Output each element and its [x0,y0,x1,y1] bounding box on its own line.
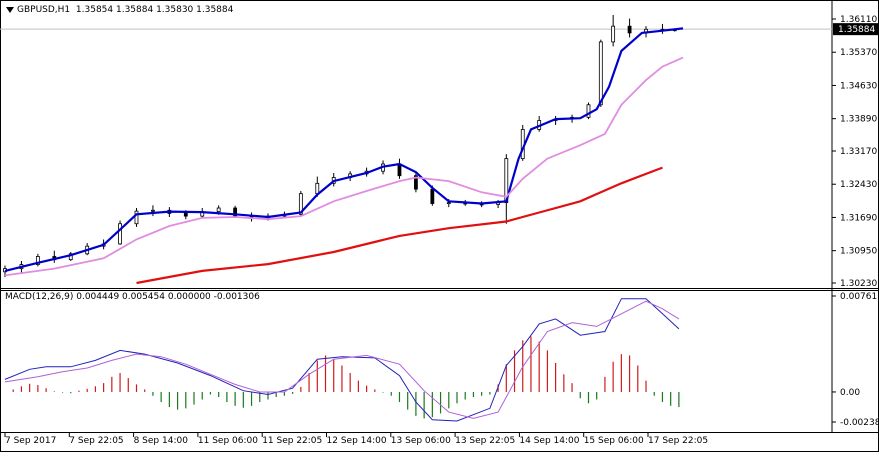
axes: 1.36110 1.35370 1.34630 1.33890 1.33170 1.324… [4,15,879,446]
candle-body [627,25,632,34]
candle-body [134,210,139,225]
price-tick-label: 1.32430 [840,180,877,190]
price-panel [3,14,684,285]
time-tick-label: 15 Sep 06:00 [584,436,644,446]
ma-slow-line [136,166,663,285]
candle-body [611,25,616,43]
candle-body [151,209,155,212]
macd-title: MACD(12,26,9) [5,292,74,302]
time-tick-label: 17 Sep 22:05 [648,436,708,446]
ma-mid-line [4,56,684,277]
candle-body [598,41,603,106]
ma-fast-line [4,27,684,272]
candle-body [315,182,320,195]
price-tick-label: 1.30230 [840,279,877,289]
symbol-title: GBPUSD,H1 [17,5,71,15]
macd-panel [4,298,680,422]
time-tick-label: 7 Sep 2017 [5,436,56,446]
time-tick-label: 13 Sep 06:00 [391,436,451,446]
candle-body [430,188,435,204]
macd-tick-label: -0.002383 [840,418,879,428]
price-tick-label: 1.36110 [840,15,877,25]
time-tick-label: 8 Sep 14:00 [134,436,189,446]
candle-body [414,175,418,190]
candle-body [183,213,188,217]
price-tick-label: 1.35370 [840,48,877,58]
price-tick-label: 1.33890 [840,115,877,125]
macd-line [4,298,680,422]
current-price-label: 1.35884 [838,25,875,35]
ohlc-values: 1.35854 1.35884 1.35830 1.35884 [75,5,234,15]
time-tick-label: 7 Sep 22:05 [69,436,123,446]
candle-body [504,158,509,204]
candle-body [216,207,221,213]
signal-line [4,300,680,419]
price-tick-label: 1.30950 [840,247,877,257]
dropdown-triangle-icon[interactable] [6,6,14,13]
macd-tick-label: 0.00 [840,388,860,398]
candle-body [298,193,303,215]
price-tick-label: 1.34630 [840,81,877,91]
time-tick-label: 14 Sep 14:00 [519,436,579,446]
candle-body [68,253,73,261]
candle-body [118,223,122,245]
time-tick-label: 11 Sep 22:05 [262,436,322,446]
time-tick-label: 11 Sep 06:00 [198,436,258,446]
current-price-badge [833,23,879,36]
price-tick-label: 1.31690 [840,213,877,223]
time-tick-label: 13 Sep 22:05 [455,436,515,446]
candle-body [397,163,402,177]
time-tick-label: 12 Sep 14:00 [327,436,387,446]
price-tick-label: 1.33170 [840,147,877,157]
symbol-header: GBPUSD,H1 1.35854 1.35884 1.35830 1.3588… [6,5,233,15]
candle-body [446,202,451,205]
candle-body [35,256,40,265]
macd-tick-label: 0.007613 [840,292,879,302]
macd-values: 0.004449 0.005454 0.000000 -0.001306 [76,292,260,302]
macd-header: MACD(12,26,9) 0.004449 0.005454 0.000000… [5,292,260,302]
candle-body [586,104,591,118]
